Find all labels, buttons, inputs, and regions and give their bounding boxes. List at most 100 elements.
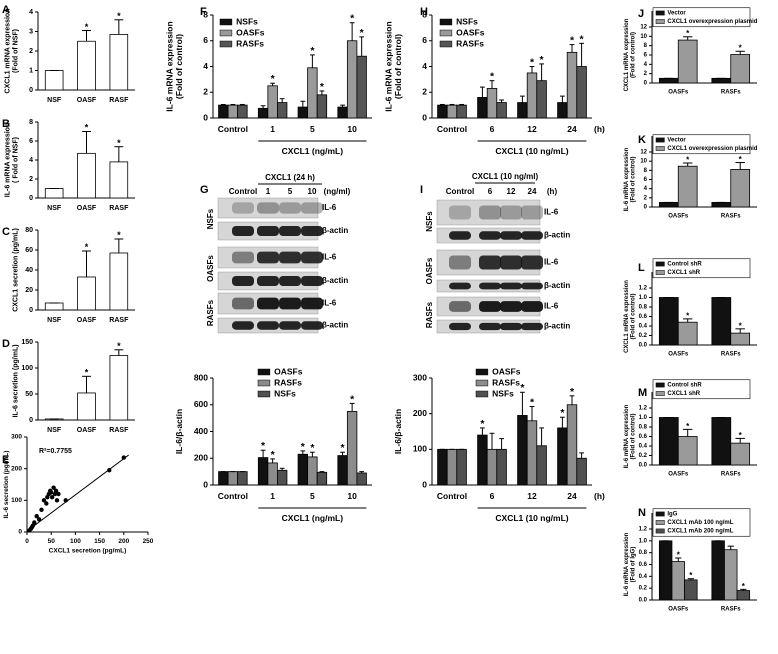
legend-swatch (257, 379, 271, 387)
y-tick-label: 0.0 (639, 343, 648, 349)
bar (724, 549, 738, 601)
blot-band (301, 251, 323, 264)
x-tick-label: RASFs (721, 607, 741, 613)
blot-band (257, 297, 279, 310)
bar (677, 165, 698, 208)
significance-mark: * (350, 13, 355, 25)
bar (456, 448, 467, 486)
y-axis-label: IL-6/β-actin (393, 409, 403, 454)
significance-mark: * (271, 449, 276, 461)
data-point (34, 513, 39, 519)
significance-mark: * (117, 138, 121, 148)
y-tick-label: 0 (422, 479, 427, 489)
blot-band (301, 275, 323, 287)
panel-letter: I (420, 184, 423, 196)
band-label: β-actin (322, 226, 348, 235)
y-tick-label: 1.2 (639, 286, 648, 292)
y-tick-label: 0 (644, 205, 648, 211)
y-tick-label: 6 (203, 35, 208, 45)
bar (496, 102, 507, 119)
bar (517, 102, 528, 119)
x-unit: (h) (594, 491, 605, 501)
x-axis-label: CXCL1 (ng/mL) (282, 513, 344, 523)
bar (677, 39, 698, 84)
panel-letter: A (2, 4, 10, 16)
y-tick-label: 0.6 (639, 434, 648, 440)
legend-swatch (655, 382, 665, 388)
y-tick-label: 800 (194, 372, 208, 382)
data-point (121, 455, 127, 460)
x-tick-label: Control (437, 124, 467, 134)
x-tick-label: 24 (567, 124, 577, 134)
bar (526, 420, 538, 486)
x-tick-label: 5 (310, 124, 315, 134)
y-axis-label: (Fold of control) (174, 34, 184, 99)
bar (658, 417, 679, 466)
panel-letter: B (2, 118, 10, 130)
band-label: β-actin (544, 281, 570, 290)
data-point (32, 520, 37, 525)
y-tick-label: 2 (644, 195, 648, 201)
x-tick-label: 1 (270, 124, 275, 134)
blot-band (232, 275, 254, 287)
bar (677, 436, 698, 466)
data-point (49, 494, 55, 500)
x-axis-label: CXCL1 secretion (pg/mL) (49, 548, 127, 555)
band-label: IL-6 (322, 253, 337, 262)
y-tick-label: 150 (21, 339, 33, 346)
legend-label: CXCL1 overexpression plasmid (667, 19, 757, 25)
y-tick-label: 8 (203, 9, 208, 19)
lane-label: 5 (288, 187, 293, 196)
y-tick-label: 100 (21, 365, 33, 372)
blot-band (521, 255, 543, 270)
legend-label: CXCL1 mAb 100 ng/mL (667, 520, 733, 526)
x-tick-label: NSF (47, 97, 62, 104)
legend-label: Control shR (667, 383, 702, 389)
significance-mark: * (686, 311, 690, 320)
blot-band (500, 255, 522, 270)
panel-letter: C (2, 226, 10, 238)
lane-label: 1 (266, 187, 271, 196)
bar (566, 404, 578, 486)
lane-label: 6 (488, 187, 493, 196)
bar (337, 106, 348, 119)
bar (307, 67, 318, 119)
y-tick-label: 0.2 (639, 453, 648, 459)
legend-swatch (439, 18, 453, 26)
band-label: IL-6 (544, 208, 559, 217)
bar (77, 40, 96, 91)
bar (257, 457, 269, 486)
bar (536, 80, 547, 119)
x-tick-label: 10 (347, 491, 357, 501)
data-point (54, 498, 60, 503)
y-tick-label: 0.0 (639, 598, 648, 604)
y-tick-label: 1 (29, 67, 33, 74)
legend-label: RASFs (236, 38, 264, 48)
annotation: R²=0.7755 (39, 448, 72, 455)
significance-mark: * (580, 33, 585, 45)
y-tick-label: 400 (194, 426, 208, 436)
significance-mark: * (686, 422, 690, 431)
y-axis-label: IL-6 secretion (pg/mL) (12, 344, 19, 417)
legend-swatch (219, 29, 233, 37)
x-tick-label: OASFs (668, 214, 689, 220)
blot-band (500, 282, 522, 290)
x-tick-label: 150 (94, 538, 105, 545)
x-tick-label: OASFs (668, 607, 689, 613)
data-point (41, 498, 47, 503)
legend-label: RASFs (492, 377, 520, 387)
y-axis-label: (Fold of control) (630, 157, 636, 203)
significance-mark: * (689, 571, 693, 580)
blot-band (449, 205, 471, 220)
blot-band (301, 297, 323, 310)
bar (227, 471, 239, 486)
bar (736, 590, 751, 601)
legend-label: NSFs (492, 388, 514, 398)
significance-mark: * (520, 382, 525, 394)
bar (109, 355, 129, 421)
blot-band (521, 301, 543, 312)
bar (237, 104, 248, 119)
y-tick-label: 20 (25, 287, 33, 294)
x-tick-label: 6 (490, 124, 495, 134)
y-axis-label: ( Fold of NSF) (12, 137, 19, 183)
